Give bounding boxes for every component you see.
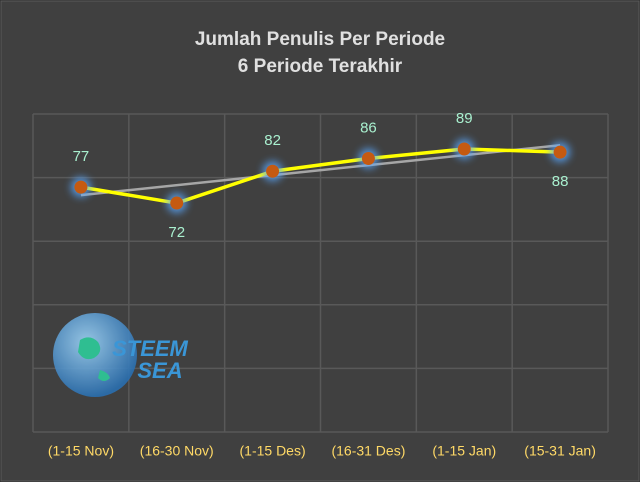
data-label: 89 [456,110,473,127]
x-tick-label: (16-30 Nov) [140,443,214,459]
data-label: 86 [360,119,377,136]
x-tick-label: (16-31 Des) [331,443,405,459]
marker [74,180,88,194]
x-tick-label: (15-31 Jan) [524,443,596,459]
data-label: 82 [264,132,281,149]
chart-subtitle: 6 Periode Terakhir [238,56,403,77]
logo: STEEM SEA [53,313,189,397]
logo-text: SEA [137,358,182,383]
marker [361,152,375,166]
marker [457,142,471,156]
x-tick-label: (1-15 Des) [240,443,306,459]
x-tick-label: (1-15 Nov) [48,443,114,459]
trendline [80,143,561,197]
x-tick-label: (1-15 Jan) [432,443,496,459]
marker [553,145,567,159]
marker [266,164,280,178]
logo-land [78,337,110,381]
data-label: 77 [73,148,90,165]
logo-text: STEEM [112,336,188,361]
chart-title: Jumlah Penulis Per Periode [195,29,445,50]
marker [170,196,184,210]
data-label: 88 [552,173,569,190]
data-label: 72 [168,224,185,241]
line-series [80,147,561,205]
